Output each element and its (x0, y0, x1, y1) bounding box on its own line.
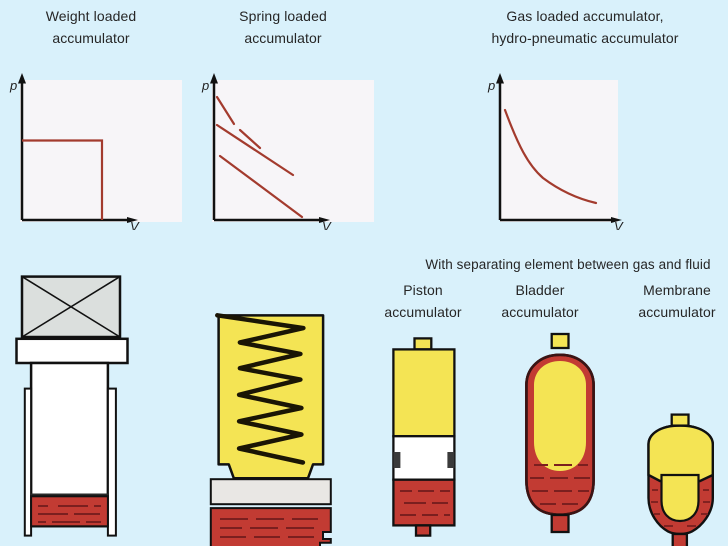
svg-text:V: V (322, 219, 332, 230)
svg-text:p: p (487, 78, 495, 93)
svg-text:V: V (130, 219, 140, 230)
svg-text:p: p (201, 78, 209, 93)
svg-text:p: p (9, 78, 17, 93)
svg-text:V: V (614, 219, 624, 230)
